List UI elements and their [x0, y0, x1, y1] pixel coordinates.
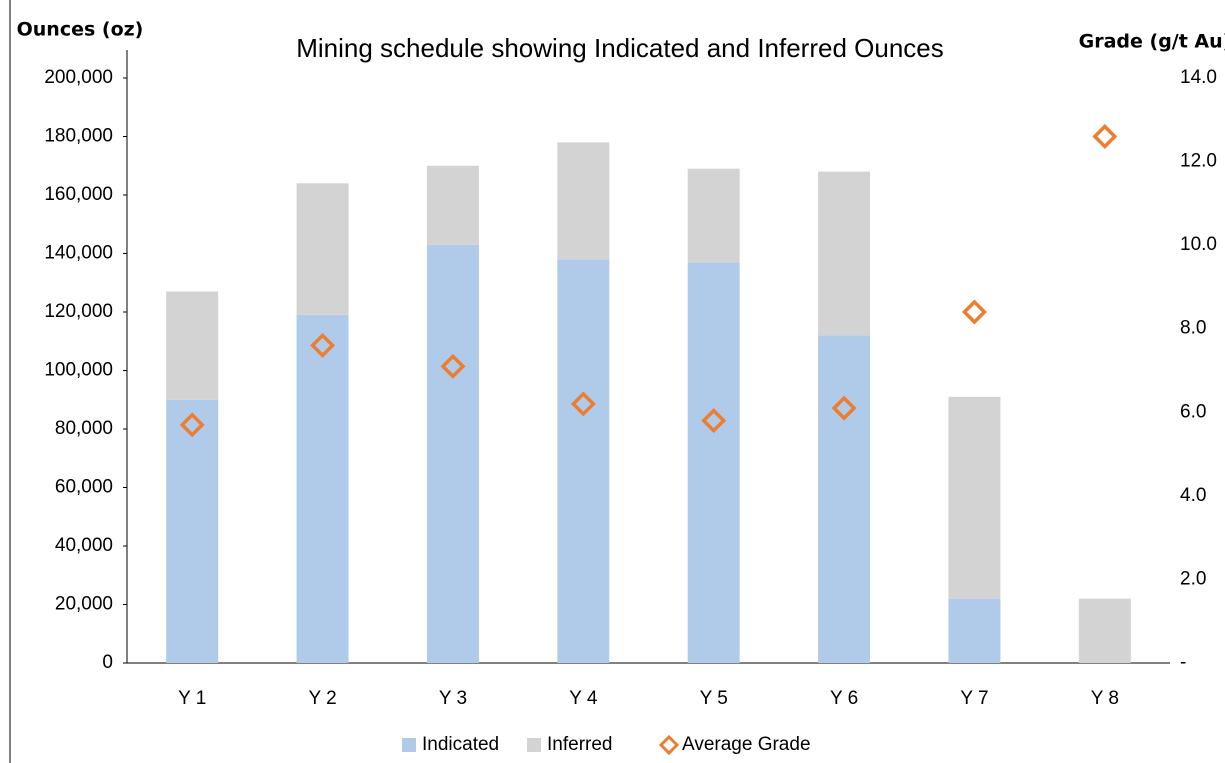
- bar-segment: [687, 168, 740, 263]
- bar-segment: [426, 244, 479, 663]
- legend-marker: [658, 734, 680, 756]
- y-tick-label: 20,000: [55, 594, 113, 615]
- grade-marker: [440, 353, 466, 379]
- y-tick-label: 80,000: [55, 418, 113, 439]
- legend-swatch: [527, 738, 541, 752]
- y2-tick-label: 14.0: [1180, 67, 1217, 88]
- y-axis-title: Ounces (oz): [17, 19, 144, 41]
- y-tick-label: 40,000: [55, 535, 113, 556]
- bar-segment: [166, 291, 219, 400]
- y-tick-label: 160,000: [44, 184, 113, 205]
- y-tick-label: 120,000: [44, 301, 113, 322]
- bar-segment: [296, 314, 349, 663]
- legend-label: Indicated: [422, 734, 499, 755]
- bar-segment: [948, 396, 1001, 599]
- x-tick-label: Y 7: [960, 688, 988, 709]
- y2-tick-label: 4.0: [1180, 485, 1206, 506]
- x-tick-label: Y 8: [1091, 688, 1119, 709]
- legend-swatch: [402, 738, 416, 752]
- grade-marker: [831, 395, 857, 421]
- y-tick-label: 140,000: [44, 243, 113, 264]
- chart-title: Mining schedule showing Indicated and In…: [296, 33, 944, 63]
- grade-marker: [310, 332, 336, 358]
- legend-label: Inferred: [547, 734, 612, 755]
- x-tick-label: Y 3: [439, 688, 467, 709]
- y2-tick-label: 12.0: [1180, 151, 1217, 172]
- x-tick-label: Y 6: [830, 688, 858, 709]
- x-tick-label: Y 1: [178, 688, 206, 709]
- x-tick-label: Y 2: [308, 688, 336, 709]
- grade-marker: [961, 299, 987, 325]
- bar-segment: [687, 262, 740, 663]
- y-tick-label: 180,000: [44, 126, 113, 147]
- y-tick-label: 100,000: [44, 360, 113, 381]
- y-tick-label: 200,000: [44, 67, 113, 88]
- y-tick-label: 60,000: [55, 477, 113, 498]
- y-tick-label: 0: [102, 652, 113, 673]
- y2-axis-title: Grade (g/t Au): [1079, 31, 1225, 53]
- bar-segment: [948, 598, 1001, 663]
- y2-tick-label: 2.0: [1180, 568, 1206, 589]
- legend-label: Average Grade: [682, 734, 811, 755]
- bar-segment: [557, 142, 610, 260]
- grade-marker: [1092, 124, 1118, 149]
- bar-segment: [296, 183, 349, 315]
- grade-marker: [701, 408, 727, 434]
- y2-tick-label: 8.0: [1180, 318, 1206, 339]
- y2-tick-label: 6.0: [1180, 401, 1206, 422]
- x-tick-label: Y 4: [569, 688, 598, 709]
- bar-segment: [557, 259, 610, 663]
- grade-marker: [570, 391, 596, 417]
- y2-tick-label: -: [1180, 652, 1186, 673]
- bar-segment: [1078, 598, 1131, 663]
- bar-segment: [426, 165, 479, 245]
- bar-segment: [818, 171, 871, 336]
- bar-segment: [818, 335, 871, 663]
- x-tick-label: Y 5: [700, 688, 728, 709]
- grade-marker: [179, 412, 205, 438]
- y2-tick-label: 10.0: [1180, 234, 1217, 255]
- bar-segment: [166, 399, 219, 663]
